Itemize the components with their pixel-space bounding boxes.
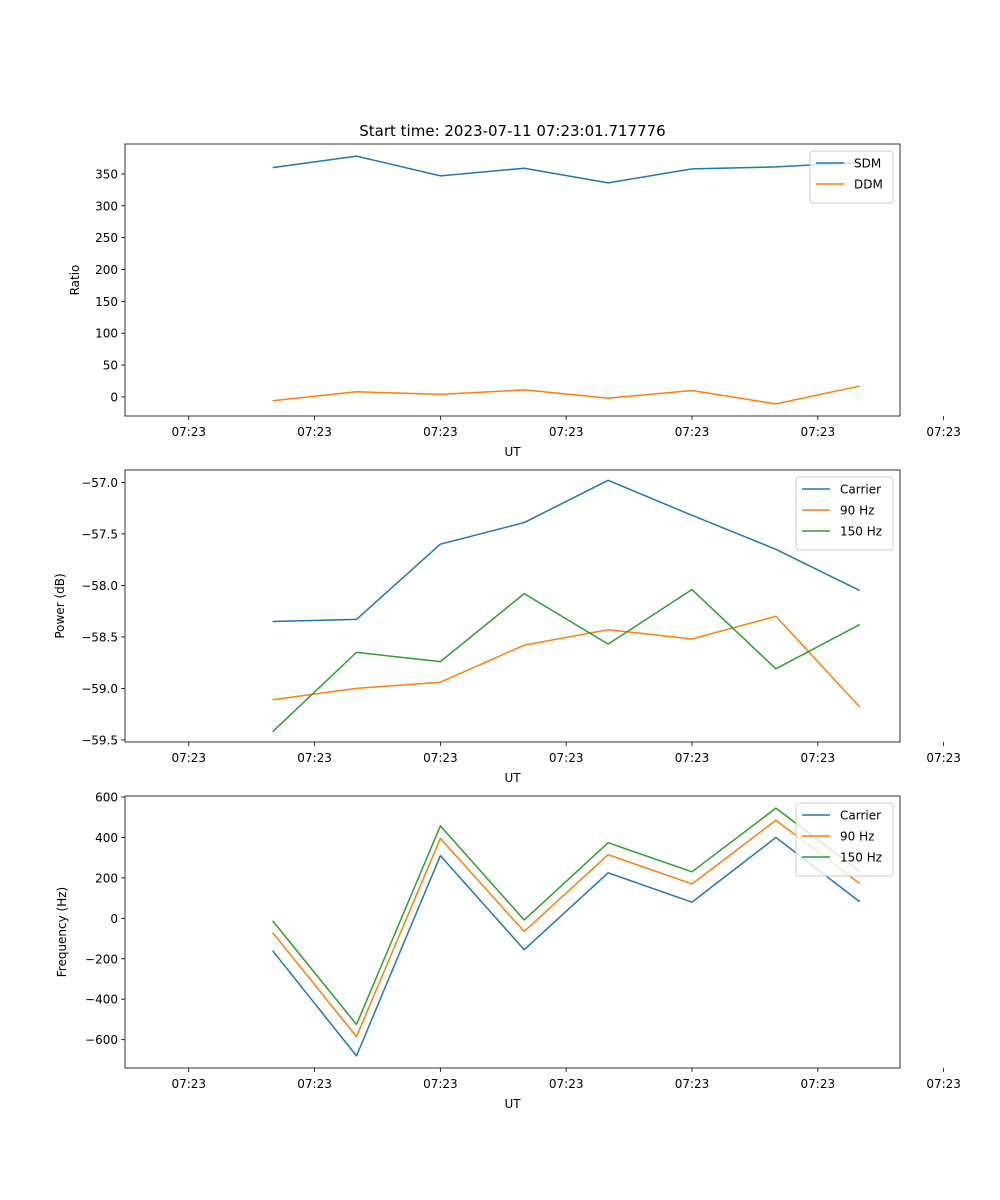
y-tick-label: −400 (85, 993, 118, 1007)
series-line-90-hz (272, 615, 861, 708)
series-line-ddm (272, 385, 860, 405)
x-tick-label: 07:23 (171, 751, 206, 765)
y-tick-label: 400 (95, 831, 118, 845)
x-tick-label: 07:23 (549, 1077, 584, 1091)
legend-box (809, 150, 894, 204)
x-axis-label: UT (504, 445, 521, 459)
legend-label: 90 Hz (840, 830, 874, 844)
x-tick-label: 07:23 (675, 425, 710, 439)
x-tick-label: 07:23 (297, 425, 332, 439)
y-tick-label: −59.5 (81, 733, 118, 747)
y-tick-label: −59.0 (81, 682, 118, 696)
x-tick-label: 07:23 (171, 1077, 206, 1091)
x-axis-label: UT (504, 1097, 521, 1111)
x-tick-label: 07:23 (549, 751, 584, 765)
axes-frame (124, 143, 901, 417)
y-tick-label: −57.5 (81, 527, 118, 541)
legend: Carrier 90 Hz 150 Hz (795, 802, 894, 877)
legend-label: 150 Hz (840, 525, 882, 539)
y-tick-label: −58.0 (81, 579, 118, 593)
y-tick-label: −58.5 (81, 630, 118, 644)
legend-label: SDM (854, 157, 881, 171)
series-line-150-hz (272, 588, 861, 733)
series-line-carrier (272, 836, 861, 1057)
y-tick-label: 100 (95, 327, 118, 341)
y-axis-label: Ratio (68, 265, 82, 296)
legend-label: 90 Hz (840, 504, 874, 518)
x-tick-label: 07:23 (297, 1077, 332, 1091)
y-tick-label: 50 (103, 359, 118, 373)
series-line-sdm (272, 155, 860, 184)
x-tick-label: 07:23 (423, 1077, 458, 1091)
x-tick-label: 07:23 (926, 425, 961, 439)
legend-label: Carrier (840, 483, 881, 497)
x-tick-label: 07:23 (801, 425, 836, 439)
subplot-1: 07:23 07:23 07:23 07:23 07:23 07:23 07:23 0 50 10… (68, 143, 961, 459)
x-tick-label: 07:23 (675, 751, 710, 765)
y-tick-label: −600 (85, 1033, 118, 1047)
x-tick-label: 07:23 (926, 1077, 961, 1091)
y-axis-label: Frequency (Hz) (55, 887, 69, 978)
x-tick-label: 07:23 (801, 751, 836, 765)
x-tick-label: 07:23 (297, 751, 332, 765)
subplot-3: 07:23 07:23 07:23 07:23 07:23 07:23 07:23 −600 −… (55, 791, 961, 1111)
legend-label: DDM (854, 178, 883, 192)
legend-label: Carrier (840, 809, 881, 823)
axes-frame (124, 795, 901, 1069)
series-line-90-hz (272, 819, 861, 1038)
y-tick-label: 200 (95, 263, 118, 277)
y-tick-label: −57.0 (81, 476, 118, 490)
x-axis-label: UT (504, 771, 521, 785)
y-tick-label: 600 (95, 791, 118, 805)
y-tick-label: 300 (95, 199, 118, 213)
x-tick-label: 07:23 (549, 425, 584, 439)
chart-title: Start time: 2023-07-11 07:23:01.717776 (359, 122, 665, 140)
x-tick-label: 07:23 (423, 751, 458, 765)
y-tick-label: −200 (85, 952, 118, 966)
axes-frame (124, 469, 901, 743)
y-tick-label: 250 (95, 231, 118, 245)
plots: 07:23 07:23 07:23 07:23 07:23 07:23 07:23 0 50 10… (53, 143, 961, 1111)
legend: SDM DDM (809, 150, 894, 204)
y-tick-label: 200 (95, 871, 118, 885)
series-line-carrier (272, 479, 861, 623)
subplot-2: 07:23 07:23 07:23 07:23 07:23 07:23 07:23 −59.5… (53, 469, 961, 785)
x-tick-label: 07:23 (171, 425, 206, 439)
x-tick-label: 07:23 (926, 751, 961, 765)
y-tick-label: 0 (110, 912, 118, 926)
y-tick-label: 0 (110, 390, 118, 404)
x-tick-label: 07:23 (675, 1077, 710, 1091)
y-tick-label: 150 (95, 295, 118, 309)
legend-label: 150 Hz (840, 851, 882, 865)
y-tick-label: 350 (95, 167, 118, 181)
y-axis-label: Power (dB) (53, 573, 67, 638)
series-line-150-hz (272, 807, 861, 1026)
legend: Carrier 90 Hz 150 Hz (795, 476, 894, 551)
x-tick-label: 07:23 (423, 425, 458, 439)
x-tick-label: 07:23 (801, 1077, 836, 1091)
